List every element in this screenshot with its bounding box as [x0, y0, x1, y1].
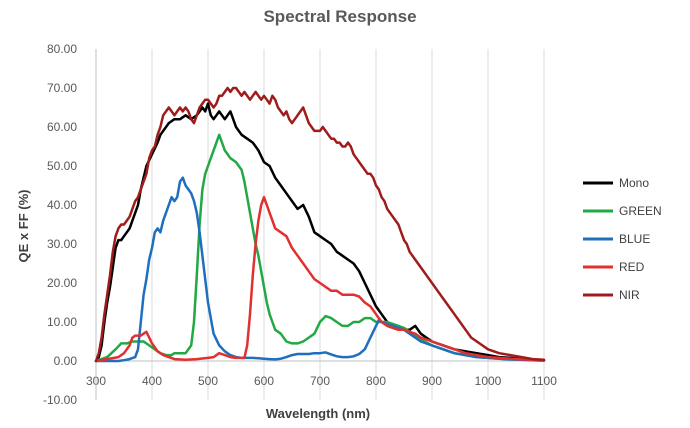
legend-label-nir: NIR [619, 288, 640, 302]
legend-label-red: RED [619, 260, 645, 274]
axis-layer: 300 400 500 600 700 800 900 1000 1100-10.000.001… [43, 42, 557, 407]
y-tick-label: 30.00 [47, 237, 77, 251]
y-tick-label: -10.00 [43, 393, 77, 407]
y-tick-label: 20.00 [47, 276, 77, 290]
chart-title: Spectral Response [263, 7, 416, 26]
y-tick-label: 70.00 [47, 81, 77, 95]
legend-label-green: GREEN [619, 204, 662, 218]
y-tick-label: 0.00 [54, 354, 78, 368]
x-tick-label: 1000 [475, 374, 502, 388]
x-tick-label: 600 [254, 374, 274, 388]
series-layer [94, 86, 546, 363]
series-line-red [94, 195, 546, 363]
legend-label-blue: BLUE [619, 232, 650, 246]
y-tick-label: 80.00 [47, 42, 77, 56]
x-tick-label: 900 [422, 374, 442, 388]
legend: Mono GREEN BLUE RED NIR [583, 176, 662, 302]
y-tick-label: 10.00 [47, 315, 77, 329]
legend-label-mono: Mono [619, 176, 649, 190]
x-tick-label: 400 [142, 374, 162, 388]
x-tick-label: 800 [366, 374, 386, 388]
y-axis-title: QE x FF (%) [16, 190, 31, 263]
y-tick-label: 40.00 [47, 198, 77, 212]
series-line-nir [94, 86, 546, 363]
x-tick-label: 500 [198, 374, 218, 388]
x-axis-title: Wavelength (nm) [266, 406, 370, 421]
x-tick-label: 700 [310, 374, 330, 388]
y-tick-label: 50.00 [47, 159, 77, 173]
y-tick-label: 60.00 [47, 120, 77, 134]
x-tick-label: 1100 [531, 374, 557, 388]
